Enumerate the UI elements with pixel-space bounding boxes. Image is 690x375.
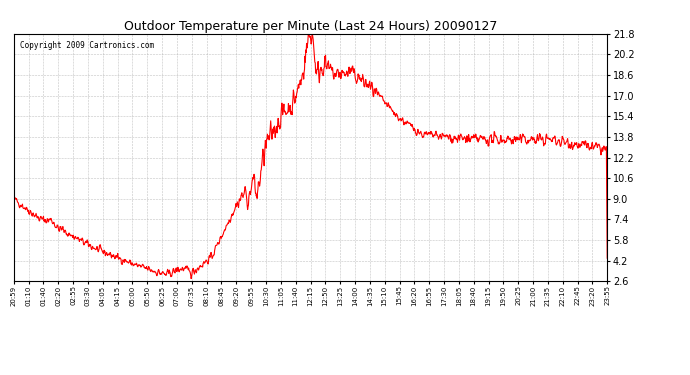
- Title: Outdoor Temperature per Minute (Last 24 Hours) 20090127: Outdoor Temperature per Minute (Last 24 …: [124, 20, 497, 33]
- Text: Copyright 2009 Cartronics.com: Copyright 2009 Cartronics.com: [20, 41, 154, 50]
